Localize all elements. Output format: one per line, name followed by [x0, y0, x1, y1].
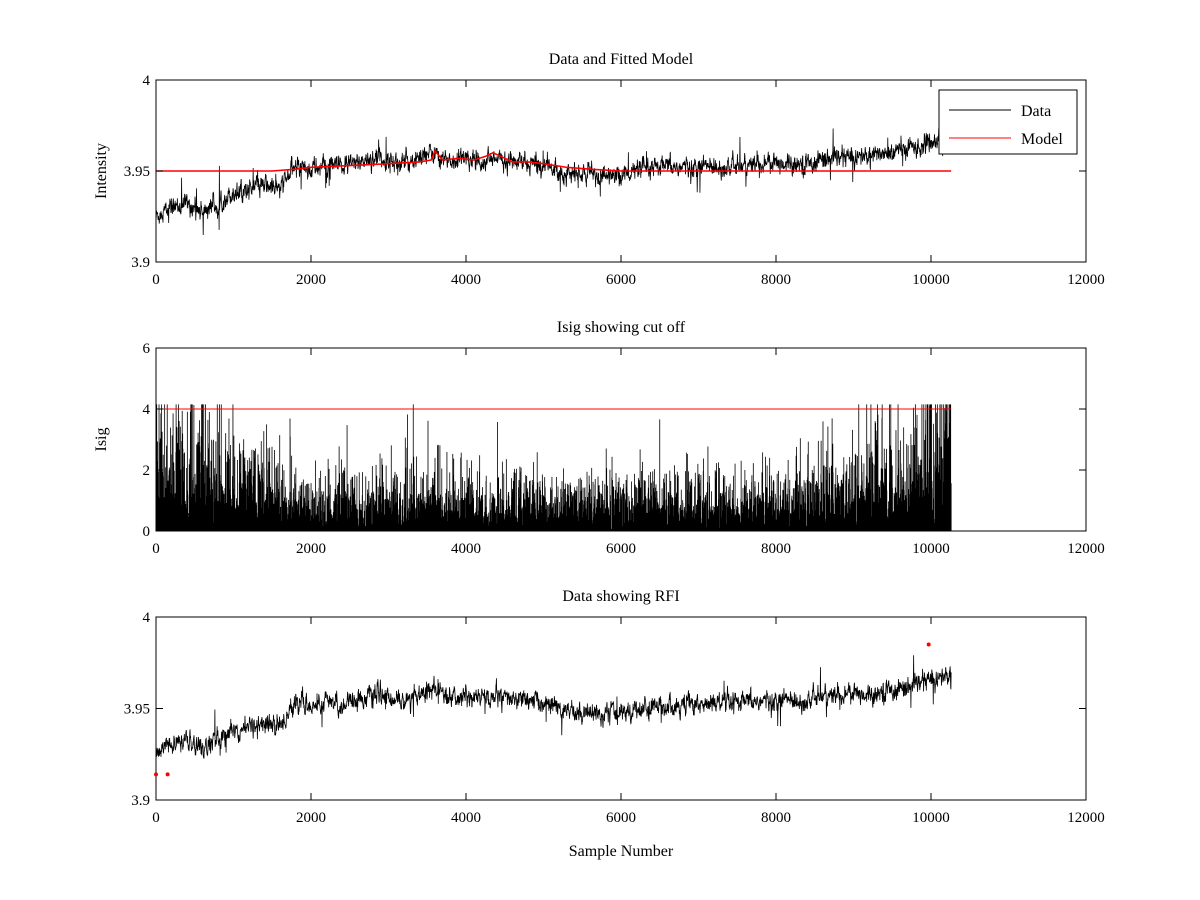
y-tick-label: 2 [143, 463, 151, 479]
x-tick-label: 6000 [606, 541, 636, 557]
x-axis-label: Sample Number [569, 843, 674, 860]
legend-label: Model [1021, 131, 1063, 148]
chart-title: Isig showing cut off [557, 319, 686, 336]
x-tick-label: 0 [152, 810, 160, 826]
y-tick-label: 0 [143, 524, 151, 540]
x-tick-label: 0 [152, 541, 160, 557]
x-tick-label: 10000 [912, 272, 950, 288]
rfi-marker [154, 772, 158, 777]
x-tick-label: 4000 [451, 541, 481, 557]
x-tick-label: 10000 [912, 810, 950, 826]
y-axis-label: Isig [93, 428, 110, 452]
y-tick-label: 4 [143, 73, 151, 89]
x-tick-label: 4000 [451, 272, 481, 288]
x-tick-label: 8000 [761, 810, 791, 826]
plot-area [156, 128, 952, 236]
y-tick-label: 3.95 [124, 164, 150, 180]
x-tick-label: 10000 [912, 541, 950, 557]
y-tick-label: 6 [143, 341, 151, 357]
series-line-1 [156, 128, 952, 236]
x-tick-label: 2000 [296, 541, 326, 557]
x-tick-label: 6000 [606, 810, 636, 826]
rfi-marker [926, 642, 931, 647]
model-line [156, 149, 952, 172]
x-tick-label: 2000 [296, 810, 326, 826]
rfi-marker [165, 772, 170, 777]
y-tick-label: 4 [143, 610, 151, 626]
x-tick-label: 2000 [296, 272, 326, 288]
subplot-3: 0 2000 4000 6000 8000 10000 12000 3.9 3.95 4 Data … [124, 588, 1105, 860]
subplot-1: 0 2000 4000 6000 8000 10000 12000 3.9 3.95 4 Data … [93, 51, 1105, 288]
legend: Data Model [938, 89, 1078, 155]
x-tick-label: 12000 [1067, 541, 1105, 557]
series-line-1 [156, 655, 952, 759]
y-tick-label: 3.95 [124, 702, 150, 718]
x-tick-label: 12000 [1067, 272, 1105, 288]
plot-area [156, 404, 952, 531]
plot-area [156, 655, 952, 759]
x-tick-label: 8000 [761, 541, 791, 557]
y-axis-label: Intensity [93, 143, 110, 199]
chart-title: Data showing RFI [562, 588, 679, 605]
legend-label: Data [1021, 103, 1051, 120]
series-line-1 [156, 404, 952, 531]
x-tick-label: 8000 [761, 272, 791, 288]
x-tick-label: 0 [152, 272, 160, 288]
legend-box [938, 89, 1078, 155]
y-tick-label: 3.9 [131, 793, 150, 809]
y-tick-label: 4 [143, 402, 151, 418]
subplot-2: 0 2000 4000 6000 8000 10000 12000 0 2 4 6 Isig show… [93, 319, 1105, 557]
x-tick-label: 4000 [451, 810, 481, 826]
x-tick-label: 12000 [1067, 810, 1105, 826]
x-tick-label: 6000 [606, 272, 636, 288]
chart-title: Data and Fitted Model [549, 51, 694, 68]
y-tick-label: 3.9 [131, 255, 150, 271]
